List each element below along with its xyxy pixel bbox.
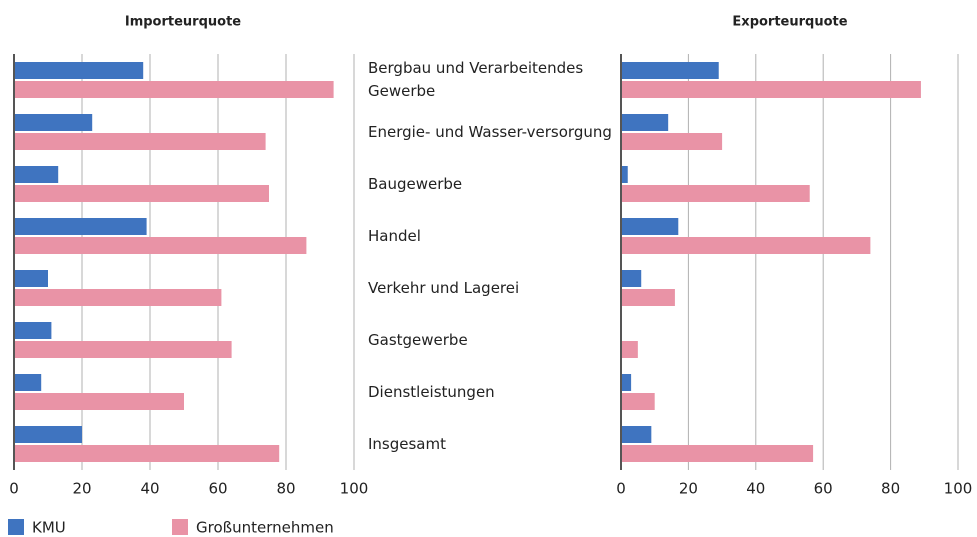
- chart-title: Exporteurquote: [732, 15, 847, 30]
- bar: [621, 166, 628, 183]
- category-label: Gastgewerbe: [368, 330, 468, 349]
- category-label: Baugewerbe: [368, 174, 463, 193]
- bar: [14, 114, 93, 131]
- bar: [621, 445, 814, 462]
- category-label: Energie- und Wasser-versorgung: [368, 122, 612, 141]
- bar: [621, 393, 655, 410]
- bar: [14, 341, 232, 358]
- legend-label: Großunternehmen: [196, 519, 334, 537]
- bar: [14, 237, 307, 254]
- category-label: Verkehr und Lagerei: [368, 278, 520, 297]
- bar: [14, 218, 147, 235]
- bar: [621, 341, 638, 358]
- bar: [621, 185, 810, 202]
- category-label: Bergbau und Verarbeitendes Gewerbe: [368, 59, 584, 100]
- bar: [621, 62, 719, 79]
- x-tick-label: 80: [276, 480, 295, 498]
- bar: [14, 185, 269, 202]
- bar: [14, 133, 266, 150]
- x-tick-label: 40: [140, 480, 159, 498]
- x-tick-label: 60: [814, 480, 833, 498]
- bar: [14, 289, 222, 306]
- legend-label: KMU: [32, 519, 66, 537]
- x-tick-label: 20: [679, 480, 698, 498]
- legend-swatch: [8, 519, 24, 535]
- bar: [621, 426, 652, 443]
- bar: [621, 133, 723, 150]
- x-tick-label: 0: [9, 480, 19, 498]
- bar: [621, 289, 675, 306]
- bar: [14, 322, 52, 339]
- bar: [621, 237, 871, 254]
- x-tick-label: 40: [746, 480, 765, 498]
- bar: [14, 166, 59, 183]
- category-label: Handel: [368, 226, 421, 245]
- bar: [621, 270, 642, 287]
- chart-title: Importeurquote: [125, 15, 241, 30]
- x-tick-label: 100: [340, 480, 369, 498]
- bar: [621, 81, 921, 98]
- bar: [621, 218, 679, 235]
- bar: [14, 270, 48, 287]
- legend-swatch: [172, 519, 188, 535]
- x-tick-label: 100: [944, 480, 973, 498]
- bar: [14, 445, 280, 462]
- bar: [621, 114, 669, 131]
- category-label: Insgesamt: [368, 434, 446, 453]
- bar: [14, 393, 184, 410]
- bar: [14, 374, 42, 391]
- bar: [14, 426, 82, 443]
- bar: [14, 62, 144, 79]
- x-tick-label: 60: [208, 480, 227, 498]
- x-tick-label: 80: [881, 480, 900, 498]
- x-tick-label: 20: [72, 480, 91, 498]
- bar: [621, 374, 632, 391]
- bar: [14, 81, 334, 98]
- x-tick-label: 0: [616, 480, 626, 498]
- category-label: Dienstleistungen: [368, 382, 495, 401]
